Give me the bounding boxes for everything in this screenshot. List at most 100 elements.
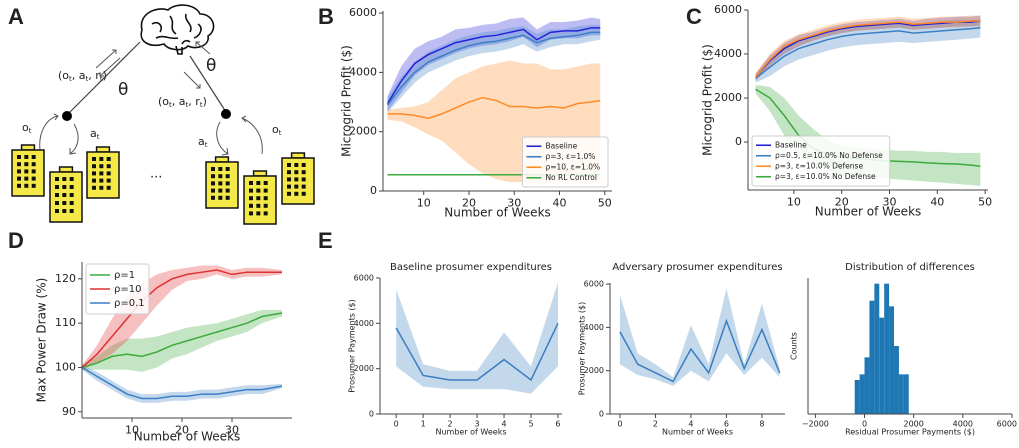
window bbox=[31, 155, 36, 159]
x-tick-label: 30 bbox=[883, 195, 897, 208]
window bbox=[99, 171, 104, 176]
bar bbox=[874, 283, 880, 414]
line bbox=[81, 366, 283, 400]
x-tick-label: 6 bbox=[555, 420, 560, 429]
band bbox=[387, 24, 601, 113]
window bbox=[69, 177, 74, 181]
x-tick-label: 20 bbox=[175, 423, 189, 436]
x-tick-label: 2 bbox=[653, 420, 658, 429]
y-tick-label: 6000 bbox=[354, 274, 374, 283]
window bbox=[263, 181, 268, 185]
building bbox=[11, 144, 45, 197]
bar bbox=[903, 374, 909, 414]
line bbox=[81, 269, 282, 369]
legend-label: ρ=3, ε=10.0% Defense bbox=[775, 161, 863, 170]
window bbox=[69, 193, 74, 197]
window bbox=[294, 191, 299, 196]
window bbox=[92, 178, 96, 183]
window bbox=[24, 155, 29, 159]
window bbox=[301, 170, 306, 175]
window bbox=[55, 209, 59, 213]
window bbox=[225, 174, 230, 179]
x-tick-label: 6 bbox=[724, 420, 729, 429]
window bbox=[31, 183, 36, 188]
window bbox=[249, 211, 253, 216]
x-tick-label: 30 bbox=[507, 196, 521, 209]
window bbox=[31, 169, 36, 174]
window bbox=[106, 171, 111, 176]
window bbox=[256, 196, 261, 201]
legend-label: ρ=3, ε=10.0% No Defense bbox=[775, 172, 876, 181]
x-tick-label: 50 bbox=[598, 196, 612, 209]
y-tick-label: 90 bbox=[62, 405, 76, 418]
arrow bbox=[99, 57, 121, 77]
window bbox=[31, 162, 36, 167]
window bbox=[249, 188, 253, 193]
window bbox=[62, 201, 67, 205]
window bbox=[17, 162, 21, 167]
window bbox=[62, 209, 67, 213]
x-tick-label: −2000 bbox=[802, 420, 829, 429]
x-tick-label: 0 bbox=[862, 420, 867, 429]
x-tick-label: 10 bbox=[125, 423, 139, 436]
line bbox=[619, 318, 781, 383]
arrow bbox=[216, 121, 229, 156]
x-tick-label: 4 bbox=[688, 420, 693, 429]
window bbox=[256, 188, 261, 193]
panel-letter: C bbox=[686, 4, 702, 29]
chart-title: Baseline prosumer expenditures bbox=[390, 262, 552, 273]
y-axis-label: Prosumer Payments ($) bbox=[578, 302, 587, 396]
x-axis-label: Number of Weeks bbox=[134, 430, 241, 444]
panel-letter: B bbox=[318, 4, 334, 29]
building bbox=[86, 146, 120, 199]
x-tick-label: 0 bbox=[394, 420, 399, 429]
y-tick-label: 0 bbox=[369, 410, 374, 419]
x-tick-label: 10 bbox=[787, 195, 801, 208]
y-axis-label: Microgrid Profit ($) bbox=[340, 45, 354, 157]
bar bbox=[889, 306, 895, 414]
legend-label: ρ=0.1 bbox=[114, 298, 145, 309]
y-tick-label: 100 bbox=[55, 360, 76, 373]
window bbox=[17, 176, 21, 181]
window bbox=[211, 188, 215, 193]
x-axis-label: Number of Weeks bbox=[815, 205, 922, 219]
chart-title: Adversary prosumer expenditures bbox=[612, 262, 782, 273]
panel-letter: E bbox=[318, 228, 333, 253]
arrow bbox=[39, 113, 59, 151]
line bbox=[755, 20, 981, 78]
window bbox=[92, 157, 96, 161]
bar bbox=[884, 283, 890, 414]
bar bbox=[879, 317, 885, 414]
window bbox=[256, 181, 261, 185]
y-tick-label: 2000 bbox=[349, 125, 377, 138]
legend-label: ρ=10, ε=1.0% bbox=[545, 162, 600, 171]
window bbox=[211, 174, 215, 179]
x-tick-label: 4 bbox=[501, 420, 506, 429]
window bbox=[99, 157, 104, 161]
band bbox=[82, 309, 282, 372]
arrow bbox=[95, 49, 117, 69]
band bbox=[387, 17, 601, 111]
legend-label: ρ=1 bbox=[114, 270, 135, 281]
line bbox=[395, 323, 559, 382]
window bbox=[62, 185, 67, 189]
window bbox=[211, 195, 215, 200]
legend-label: ρ=3, ε=1.0% bbox=[545, 152, 595, 161]
x-tick-label: 2000 bbox=[904, 420, 924, 429]
window bbox=[263, 188, 268, 193]
bar bbox=[854, 380, 860, 414]
ellipsis: ... bbox=[150, 167, 162, 182]
window bbox=[17, 183, 21, 188]
chart: 90 100 110 120 10 20 30 ρ=1 ρ=10 ρ=0.1 Number of W… bbox=[35, 262, 292, 444]
window bbox=[62, 177, 67, 181]
bar bbox=[859, 374, 865, 414]
window bbox=[249, 203, 253, 208]
window bbox=[287, 170, 291, 175]
x-axis-label: Residual Prosumer Payments ($) bbox=[845, 428, 975, 437]
y-tick-label: 2000 bbox=[714, 91, 742, 104]
window bbox=[294, 177, 299, 182]
x-tick-label: 10 bbox=[417, 196, 431, 209]
window bbox=[294, 184, 299, 189]
building bbox=[205, 156, 239, 209]
x-tick-label: 1 bbox=[421, 420, 426, 429]
